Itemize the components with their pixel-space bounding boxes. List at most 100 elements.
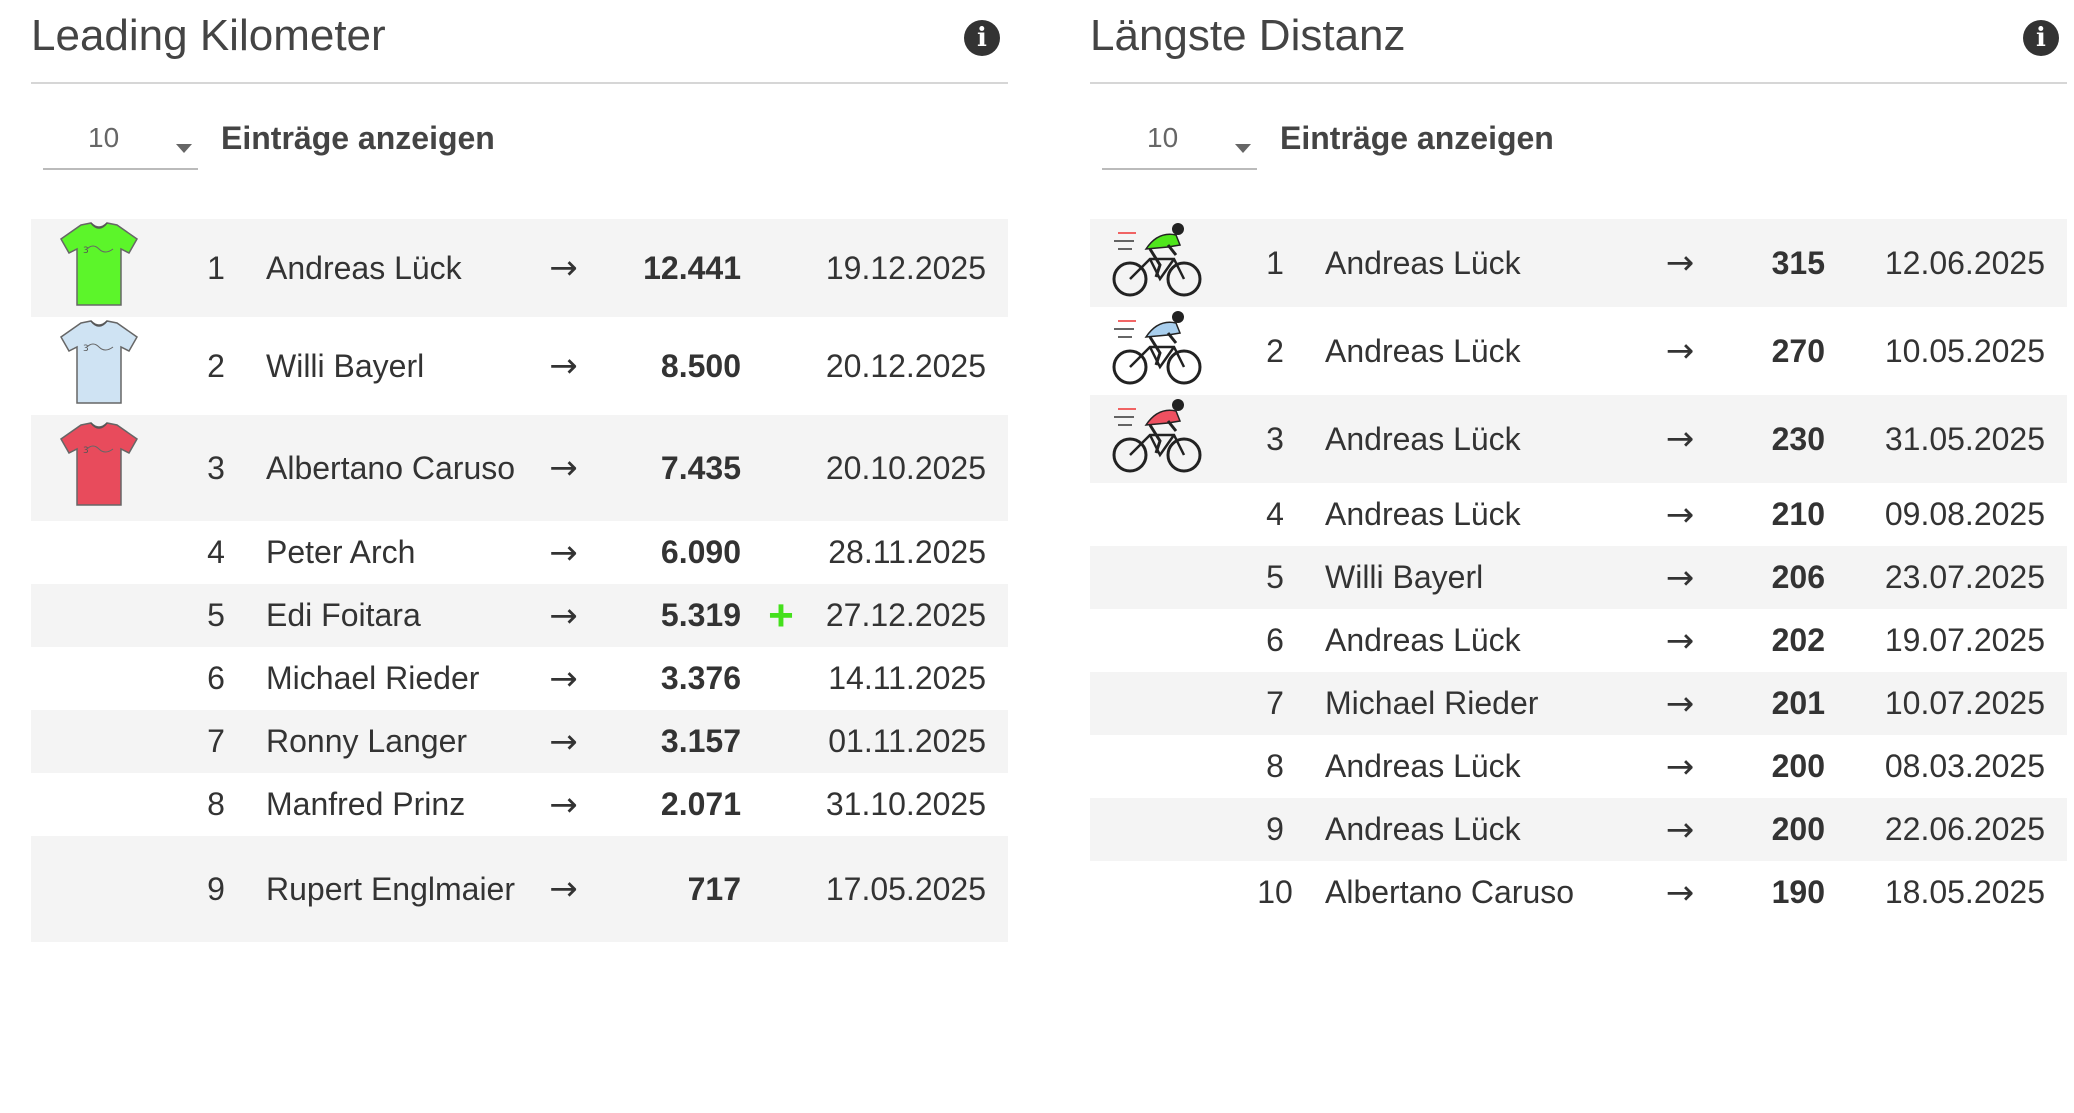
arrow-right-icon[interactable]: → <box>549 448 578 488</box>
date: 18.05.2025 <box>1884 874 2045 910</box>
arrow-right-icon[interactable]: → <box>549 532 578 573</box>
kilometer-value: 717 <box>687 870 741 907</box>
cyclist-icon <box>1112 223 1201 297</box>
date: 01.11.2025 <box>828 723 986 759</box>
jersey-cell <box>31 521 166 584</box>
table-row: 3 2 Willi Bayerl → 8.500 20.12.2025 <box>31 317 1008 415</box>
date: 27.12.2025 <box>825 597 986 633</box>
rank: 10 <box>1257 874 1293 910</box>
date: 19.12.2025 <box>825 249 986 286</box>
rank: 8 <box>1266 748 1284 784</box>
date: 28.11.2025 <box>828 534 986 570</box>
arrow-cell: → <box>526 773 601 836</box>
chevron-down-icon <box>176 144 192 153</box>
kilometer-value: 12.441 <box>643 249 741 286</box>
athlete-name: Willi Bayerl <box>266 347 425 384</box>
date: 08.03.2025 <box>1884 748 2045 784</box>
arrow-cell: → <box>1645 861 1715 924</box>
table-row: 6 Andreas Lück → 202 19.07.2025 <box>1090 609 2067 672</box>
distance-value: 200 <box>1771 811 1825 847</box>
distance-value: 201 <box>1771 685 1825 721</box>
arrow-right-icon[interactable]: → <box>1665 243 1695 283</box>
arrow-cell: → <box>526 317 601 415</box>
jersey-icon: 3 <box>59 422 138 506</box>
athlete-name: Andreas Lück <box>1325 748 1521 784</box>
table-row: 8 Andreas Lück → 200 08.03.2025 <box>1090 735 2067 798</box>
kilometer-value: 5.319 <box>660 597 741 633</box>
table-row: 3 1 Andreas Lück → 12.441 19.12.2025 <box>31 219 1008 317</box>
athlete-name: Andreas Lück <box>266 249 462 286</box>
arrow-right-icon[interactable]: → <box>1665 746 1695 787</box>
table-row: 6 Michael Rieder → 3.376 14.11.2025 <box>31 647 1008 710</box>
athlete-name: Ronny Langer <box>266 723 468 759</box>
date: 31.05.2025 <box>1884 420 2045 457</box>
athlete-name: Andreas Lück <box>1325 622 1521 658</box>
plus-icon <box>741 647 821 710</box>
rank: 7 <box>1266 685 1284 721</box>
arrow-right-icon[interactable]: → <box>549 721 578 762</box>
arrow-cell: → <box>1645 483 1715 546</box>
kilometer-value: 7.435 <box>660 449 741 486</box>
panel-header: Leading Kilometer i <box>31 0 1008 84</box>
entries-length-select[interactable]: 10 <box>43 112 198 170</box>
table-row: 4 Andreas Lück → 210 09.08.2025 <box>1090 483 2067 546</box>
distance-value: 230 <box>1771 420 1825 457</box>
arrow-right-icon[interactable]: → <box>1665 620 1695 661</box>
athlete-name: Willi Bayerl <box>1325 559 1484 595</box>
athlete-name: Andreas Lück <box>1325 244 1521 281</box>
arrow-right-icon[interactable]: → <box>1665 331 1695 371</box>
arrow-cell: → <box>1645 672 1715 735</box>
jersey-icon: 3 <box>59 222 138 306</box>
jersey-cell: 3 <box>31 219 166 317</box>
info-icon[interactable]: i <box>2023 20 2059 56</box>
distance-value: 190 <box>1771 874 1825 910</box>
athlete-name: Edi Foitara <box>266 597 421 633</box>
athlete-name: Albertano Caruso <box>266 449 516 486</box>
rank: 9 <box>207 870 225 907</box>
rank: 7 <box>207 723 225 759</box>
kilometer-value: 8.500 <box>660 347 741 384</box>
arrow-right-icon[interactable]: → <box>1665 557 1695 598</box>
entries-length-select[interactable]: 10 <box>1102 112 1257 170</box>
athlete-name: Andreas Lück <box>1325 496 1521 532</box>
rank: 4 <box>207 534 225 570</box>
arrow-cell: → <box>1645 307 1715 395</box>
arrow-right-icon[interactable]: → <box>549 248 578 288</box>
arrow-right-icon[interactable]: → <box>1665 419 1695 459</box>
entries-length-value: 10 <box>1147 122 1179 153</box>
date: 17.05.2025 <box>825 870 986 907</box>
table-row: 4 Peter Arch → 6.090 28.11.2025 <box>31 521 1008 584</box>
athlete-name: Michael Rieder <box>266 660 480 696</box>
arrow-right-icon[interactable]: → <box>1665 683 1695 724</box>
entries-length-value: 10 <box>88 122 120 153</box>
arrow-right-icon[interactable]: → <box>549 346 578 386</box>
rank: 5 <box>1266 559 1284 595</box>
cyclist-cell <box>1090 395 1225 483</box>
rank: 1 <box>207 249 225 286</box>
rank: 6 <box>1266 622 1284 658</box>
arrow-right-icon[interactable]: → <box>549 784 578 825</box>
arrow-right-icon[interactable]: → <box>549 869 578 909</box>
rank: 8 <box>207 786 225 822</box>
jersey-cell <box>31 836 166 942</box>
distance-value: 202 <box>1771 622 1825 658</box>
cyclist-cell <box>1090 798 1225 861</box>
table-row: 8 Manfred Prinz → 2.071 31.10.2025 <box>31 773 1008 836</box>
arrow-cell: → <box>526 710 601 773</box>
rank: 4 <box>1266 496 1284 532</box>
plus-icon <box>741 836 821 942</box>
table-row: 3 3 Albertano Caruso → 7.435 20.10.2025 <box>31 415 1008 521</box>
arrow-right-icon[interactable]: → <box>1665 494 1695 535</box>
cyclist-cell <box>1090 219 1225 307</box>
jersey-icon: 3 <box>59 320 138 404</box>
arrow-cell: → <box>526 521 601 584</box>
cyclist-cell <box>1090 672 1225 735</box>
arrow-right-icon[interactable]: → <box>1665 809 1695 850</box>
arrow-right-icon[interactable]: → <box>1665 872 1695 913</box>
arrow-right-icon[interactable]: → <box>549 595 578 636</box>
entries-length-control: 10 Einträge anzeigen <box>31 84 1008 219</box>
distance-value: 206 <box>1771 559 1825 595</box>
kilometer-value: 6.090 <box>660 534 741 570</box>
arrow-right-icon[interactable]: → <box>549 658 578 699</box>
info-icon[interactable]: i <box>964 20 1000 56</box>
